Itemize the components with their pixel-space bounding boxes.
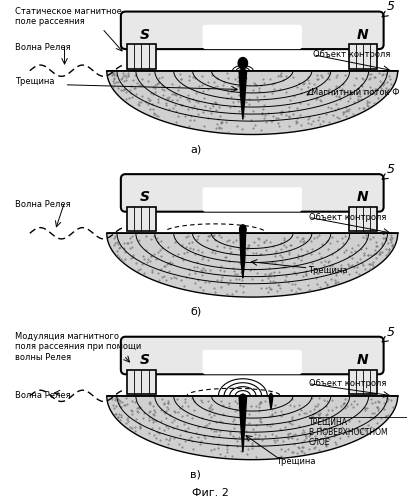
Text: S: S [139, 352, 150, 366]
Bar [349, 44, 377, 69]
Text: а): а) [190, 144, 202, 154]
Text: Трещина: Трещина [15, 78, 54, 86]
Text: Объект контроля: Объект контроля [309, 213, 386, 222]
Text: 5: 5 [386, 163, 394, 176]
Bar [127, 44, 155, 69]
Text: S: S [139, 190, 150, 204]
FancyBboxPatch shape [202, 24, 302, 49]
FancyBboxPatch shape [202, 350, 302, 374]
FancyBboxPatch shape [121, 174, 383, 212]
Bar [349, 370, 377, 394]
Text: Волна Релея: Волна Релея [15, 200, 71, 209]
Polygon shape [240, 228, 246, 278]
Text: Статическое магнитное
поле рассеяния: Статическое магнитное поле рассеяния [15, 7, 122, 26]
Text: Фиг. 2: Фиг. 2 [192, 488, 228, 498]
Text: Объект контроля: Объект контроля [313, 50, 391, 59]
Text: Трещина: Трещина [309, 266, 348, 276]
FancyBboxPatch shape [202, 188, 302, 212]
Polygon shape [107, 396, 398, 460]
Polygon shape [239, 394, 247, 452]
Polygon shape [107, 70, 398, 134]
Text: Магнитный поток Ф: Магнитный поток Ф [311, 88, 400, 97]
Text: 5: 5 [386, 0, 394, 14]
Polygon shape [239, 225, 246, 234]
Polygon shape [239, 69, 247, 119]
Text: б): б) [190, 307, 202, 317]
Text: ТРЕЩИНА
В ПОВЕРХНОСТНОМ
СЛОЕ: ТРЕЩИНА В ПОВЕРХНОСТНОМ СЛОЕ [309, 418, 387, 447]
Bar [127, 370, 155, 394]
Text: N: N [357, 352, 369, 366]
Bar [349, 207, 377, 232]
Text: N: N [357, 28, 369, 42]
Polygon shape [107, 234, 398, 297]
Text: Волна Релея: Волна Релея [15, 391, 71, 400]
Text: Волна Релея: Волна Релея [15, 42, 71, 51]
Polygon shape [238, 58, 247, 69]
Polygon shape [269, 393, 273, 409]
Text: в): в) [191, 470, 201, 480]
FancyBboxPatch shape [121, 12, 383, 49]
Text: Объект контроля: Объект контроля [309, 379, 386, 388]
Text: Модуляция магнитного
поля рассеяния при помощи
волны Релея: Модуляция магнитного поля рассеяния при … [15, 332, 141, 362]
Text: S: S [139, 28, 150, 42]
FancyBboxPatch shape [121, 336, 383, 374]
Text: Трещина: Трещина [276, 457, 315, 466]
Text: N: N [357, 190, 369, 204]
Text: 5: 5 [386, 326, 394, 338]
Bar [127, 207, 155, 232]
